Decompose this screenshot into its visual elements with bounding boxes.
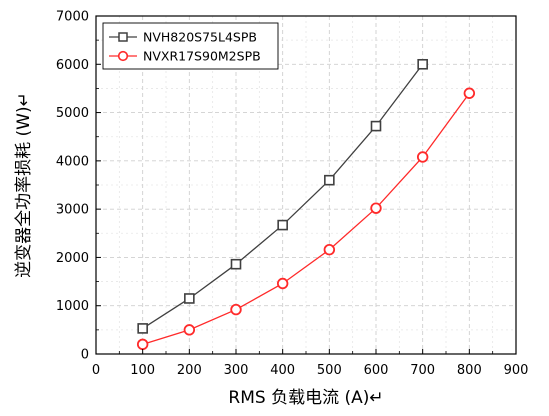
- x-tick-label: 300: [224, 363, 249, 378]
- y-axis-title: 逆变器全功率损耗 (W)↵: [14, 92, 34, 278]
- x-tick-label: 100: [130, 363, 155, 378]
- y-tick-label: 6000: [56, 58, 89, 73]
- legend-marker-square: [118, 32, 128, 42]
- data-point-square: [137, 323, 148, 334]
- legend-box: [102, 22, 279, 70]
- y-tick-label: 7000: [56, 10, 89, 25]
- x-tick-label: 400: [270, 363, 295, 378]
- legend-label: NVH820S75L4SPB: [143, 30, 257, 45]
- series-2: [136, 87, 476, 351]
- y-tick-label: 5000: [56, 106, 89, 121]
- data-point-circle: [183, 324, 196, 336]
- legend-label: NVXR17S90M2SPB: [143, 49, 261, 64]
- y-tick-label: 4000: [56, 154, 89, 169]
- legend-entry-1: NVH820S75L4SPB: [109, 30, 257, 45]
- axis-ticks: 0 100 200 300 400 500 600 700 800 900 0 1000 2000 300…: [56, 10, 529, 379]
- data-point-square: [370, 120, 382, 132]
- legend-entry-2: NVXR17S90M2SPB: [109, 49, 261, 64]
- series-1: [137, 58, 428, 334]
- data-point-square: [184, 293, 195, 304]
- y-tick-label: 1000: [56, 299, 89, 314]
- x-tick-label: 900: [504, 363, 529, 378]
- data-point-circle: [136, 338, 149, 351]
- x-tick-label: 800: [457, 363, 482, 378]
- data-point-square: [277, 219, 288, 231]
- y-tick-label: 3000: [56, 203, 89, 218]
- x-tick-label: 500: [317, 363, 342, 378]
- y-tick-label: 0: [81, 348, 89, 363]
- data-point-circle: [276, 277, 289, 290]
- series-layer: [136, 58, 476, 351]
- x-tick-label: 700: [410, 363, 435, 378]
- y-tick-label: 2000: [56, 251, 89, 266]
- data-point-circle: [463, 87, 476, 99]
- data-point-circle: [416, 151, 429, 163]
- data-point-circle: [323, 244, 336, 256]
- x-tick-label: 600: [364, 363, 389, 378]
- x-tick-label: 200: [177, 363, 202, 378]
- data-point-square: [230, 258, 242, 270]
- data-point-circle: [230, 303, 242, 316]
- x-tick-label: 0: [92, 363, 100, 378]
- legend: NVH820S75L4SPB NVXR17S90M2SPB: [102, 22, 279, 70]
- series-line: [142, 92, 470, 345]
- data-point-square: [324, 174, 335, 186]
- legend-marker-circle: [117, 50, 129, 62]
- data-point-square: [417, 58, 428, 70]
- data-point-circle: [370, 202, 382, 214]
- x-axis-title: RMS 负载电流 (A)↵: [228, 388, 383, 408]
